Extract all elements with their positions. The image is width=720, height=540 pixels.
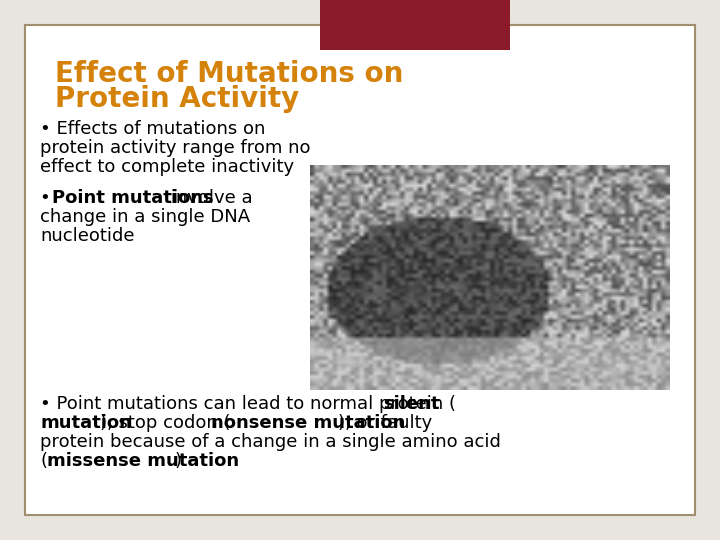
Text: •: •: [40, 189, 56, 207]
FancyBboxPatch shape: [25, 25, 695, 515]
Text: Point mutations: Point mutations: [52, 189, 214, 207]
Text: • Effects of mutations on: • Effects of mutations on: [40, 120, 266, 138]
Text: Effect of Mutations on: Effect of Mutations on: [55, 60, 403, 88]
Text: Protein Activity: Protein Activity: [55, 85, 300, 113]
Bar: [310, 165, 670, 390]
Text: mutation: mutation: [40, 414, 132, 432]
Text: • Point mutations can lead to normal protein (: • Point mutations can lead to normal pro…: [40, 395, 456, 413]
Text: (: (: [40, 452, 47, 470]
Text: change in a single DNA: change in a single DNA: [40, 208, 250, 226]
Text: missense mutation: missense mutation: [48, 452, 240, 470]
Text: nucleotide: nucleotide: [40, 227, 135, 245]
Text: ).: ).: [174, 452, 187, 470]
Text: protein activity range from no: protein activity range from no: [40, 139, 310, 157]
Text: nonsense mutation: nonsense mutation: [212, 414, 406, 432]
Text: effect to complete inactivity: effect to complete inactivity: [40, 158, 294, 176]
Text: involve a: involve a: [166, 189, 253, 207]
Text: silent: silent: [383, 395, 439, 413]
Text: ), or faulty: ), or faulty: [338, 414, 432, 432]
Bar: [320, 0, 510, 50]
Text: protein because of a change in a single amino acid: protein because of a change in a single …: [40, 433, 501, 451]
Text: ), stop codon (: ), stop codon (: [99, 414, 230, 432]
